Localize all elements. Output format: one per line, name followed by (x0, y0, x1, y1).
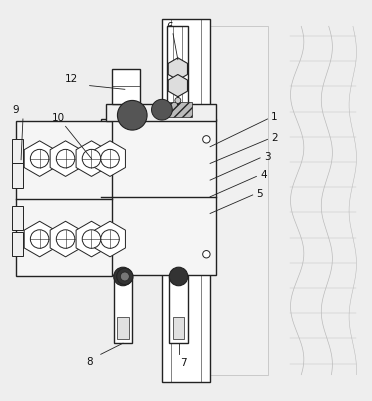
Polygon shape (168, 58, 187, 80)
Polygon shape (50, 221, 81, 257)
Bar (199, 146, 208, 164)
Polygon shape (24, 221, 55, 257)
Circle shape (118, 100, 147, 130)
Text: 9: 9 (12, 105, 19, 115)
Bar (112, 69, 140, 104)
Bar (118, 317, 129, 340)
Circle shape (121, 272, 129, 281)
Bar (199, 269, 208, 286)
Circle shape (117, 268, 133, 285)
Text: 1: 1 (271, 112, 278, 122)
Bar (208, 26, 267, 375)
Circle shape (82, 149, 101, 168)
Circle shape (56, 230, 75, 248)
Bar (173, 317, 184, 340)
Bar (199, 171, 208, 188)
Polygon shape (76, 141, 107, 176)
Circle shape (101, 149, 119, 168)
Bar (199, 195, 208, 213)
Circle shape (31, 230, 49, 248)
Polygon shape (50, 141, 81, 176)
Bar (199, 49, 208, 66)
Circle shape (82, 230, 101, 248)
Text: 2: 2 (271, 133, 278, 143)
Text: 12: 12 (65, 74, 78, 84)
Polygon shape (168, 75, 187, 97)
Bar (114, 276, 132, 343)
Bar (199, 97, 208, 115)
Bar (199, 244, 208, 262)
Text: 5: 5 (256, 189, 263, 199)
Circle shape (101, 230, 119, 248)
Bar (12, 206, 23, 230)
Circle shape (151, 99, 172, 120)
Circle shape (203, 251, 210, 258)
Bar (12, 232, 23, 256)
Bar (199, 342, 208, 360)
Bar (106, 104, 216, 121)
Polygon shape (24, 141, 55, 176)
Text: 4: 4 (260, 170, 267, 180)
Circle shape (203, 136, 210, 143)
Text: 7: 7 (180, 358, 187, 368)
Bar (199, 122, 208, 140)
Text: 10: 10 (52, 113, 65, 123)
Text: 6: 6 (166, 22, 173, 32)
Bar (101, 119, 216, 275)
Circle shape (114, 267, 132, 286)
Polygon shape (76, 221, 107, 257)
Bar (16, 121, 112, 276)
Bar (12, 164, 23, 188)
Bar (162, 19, 210, 382)
Circle shape (31, 149, 49, 168)
Polygon shape (94, 221, 125, 257)
Bar (167, 26, 188, 111)
Text: 8: 8 (86, 357, 93, 367)
Bar (199, 73, 208, 91)
Bar (164, 102, 192, 117)
Circle shape (169, 267, 188, 286)
Circle shape (56, 149, 75, 168)
Bar (199, 293, 208, 311)
Bar (199, 220, 208, 237)
Bar (199, 318, 208, 335)
Bar (12, 140, 23, 164)
Polygon shape (94, 141, 125, 176)
Circle shape (175, 97, 181, 103)
Bar (169, 276, 188, 343)
Text: 3: 3 (264, 152, 270, 162)
